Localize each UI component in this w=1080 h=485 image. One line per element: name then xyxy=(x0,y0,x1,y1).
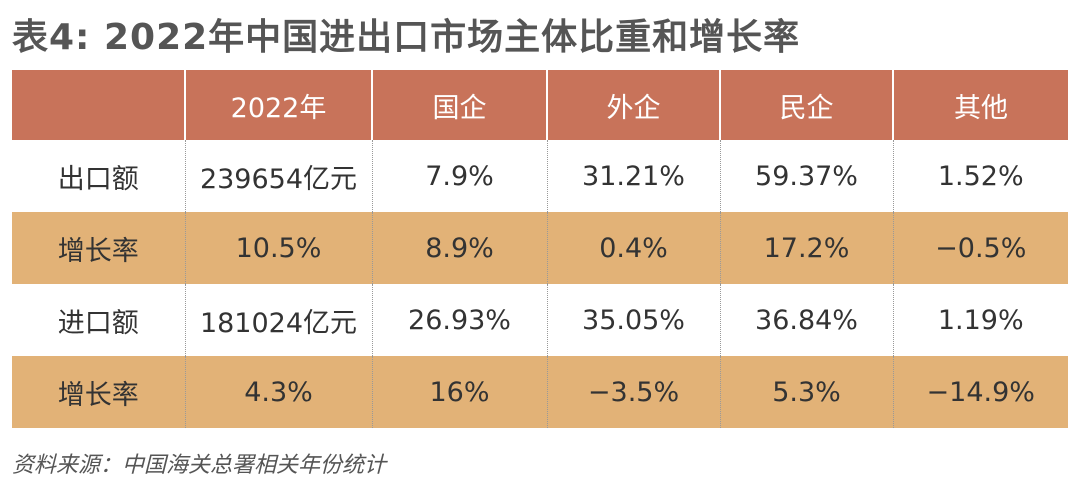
column-header: 2022年 xyxy=(184,70,372,140)
table-cell: 0.4% xyxy=(546,212,720,284)
row-header: 出口额 xyxy=(57,163,139,195)
table-row: 出口额 239654亿元 7.9% 31.21% 59.37% 1.52% xyxy=(12,140,1068,212)
table-cell: 4.3% xyxy=(184,356,372,428)
table-cell: 10.5% xyxy=(184,212,372,284)
table-cell: 181024亿元 xyxy=(184,284,372,356)
table-cell: 5.3% xyxy=(719,356,893,428)
table-cell: 1.52% xyxy=(892,140,1068,212)
table-cell: 17.2% xyxy=(719,212,893,284)
table-row: 增长率 4.3% 16% −3.5% 5.3% −14.9% xyxy=(12,356,1068,428)
table-row: 增长率 10.5% 8.9% 0.4% 17.2% −0.5% xyxy=(12,212,1068,284)
table-cell: 26.93% xyxy=(371,284,547,356)
table-cell: 31.21% xyxy=(546,140,720,212)
table-cell: −14.9% xyxy=(892,356,1068,428)
table-cell: 239654亿元 xyxy=(184,140,372,212)
column-header: 其他 xyxy=(892,70,1068,140)
column-header: 民企 xyxy=(719,70,893,140)
row-header: 增长率 xyxy=(12,356,185,428)
row-header: 进口额 xyxy=(57,307,139,339)
source-note: 资料来源：中国海关总署相关年份统计 xyxy=(12,453,387,478)
table-cell: 36.84% xyxy=(719,284,893,356)
title: 表4: 2022年中国进出口市场主体比重和增长率 xyxy=(12,17,801,58)
row-header: 增长率 xyxy=(12,212,185,284)
table-cell: −0.5% xyxy=(892,212,1068,284)
table-cell: 1.19% xyxy=(892,284,1068,356)
table-cell: −3.5% xyxy=(546,356,720,428)
table-cell: 59.37% xyxy=(719,140,893,212)
table-row: 进口额 181024亿元 26.93% 35.05% 36.84% 1.19% xyxy=(12,284,1068,356)
table-cell: 7.9% xyxy=(371,140,547,212)
column-header: 国企 xyxy=(371,70,547,140)
data-table: 2022年 国企 外企 民企 其他出口额 239654亿元 7.9% 31.21% 59.37%… xyxy=(12,70,1068,428)
corner-cell xyxy=(12,70,185,140)
column-header: 外企 xyxy=(546,70,720,140)
table-cell: 16% xyxy=(371,356,547,428)
header-row: 2022年 国企 外企 民企 其他 xyxy=(12,70,1068,140)
table-cell: 35.05% xyxy=(546,284,720,356)
table-cell: 8.9% xyxy=(371,212,547,284)
